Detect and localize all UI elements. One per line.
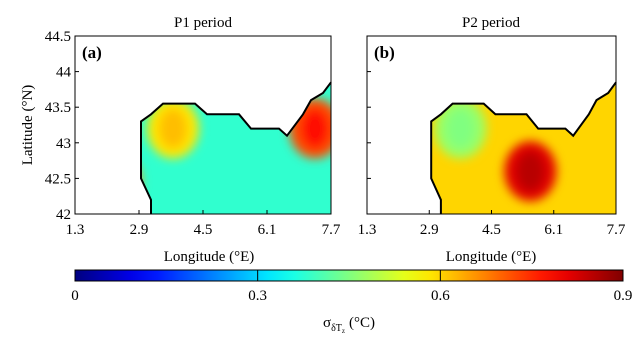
- panel-a: P1 period (a) 42 42.5 43 43.5 44 44.5 1.3 2.9 4…: [20, 15, 341, 265]
- colorbar-gradient: [74, 269, 624, 282]
- y-tick-label: 43.5: [45, 100, 71, 116]
- colorbar-label: σδTz (°C): [323, 315, 375, 335]
- panel-a-y-tick-labels: 42 42.5 43 43.5 44 44.5: [45, 29, 79, 223]
- x-tick-label: 2.9: [130, 222, 149, 238]
- colorbar-tick-label: 0: [71, 288, 79, 304]
- heatmap-base: [141, 82, 331, 214]
- x-tick-label: 4.5: [194, 222, 213, 238]
- x-tick-label: 6.1: [258, 222, 277, 238]
- y-tick-label: 42.5: [45, 171, 71, 187]
- colorbar-tick-label: 0.9: [614, 288, 633, 304]
- panel-b-coastline: [430, 81, 617, 214]
- heatmap-hotspot: [353, 127, 405, 187]
- y-tick-label: 42: [56, 207, 71, 223]
- x-tick-label: 1.3: [66, 222, 85, 238]
- heatmap-hotspot-core: [159, 108, 187, 149]
- heatmap-hotspot-core: [101, 162, 129, 202]
- heatmap-hotspot-core: [446, 108, 475, 149]
- panel-b-label: (b): [374, 43, 395, 62]
- heatmap-hotspot: [89, 152, 141, 212]
- x-tick-label: 1.3: [358, 222, 377, 238]
- colorbar-ticks: 0 0.3 0.6 0.9: [71, 270, 632, 304]
- panel-a-heatmap: [89, 82, 331, 214]
- x-tick-label: 7.7: [607, 222, 626, 238]
- y-tick-label: 44.5: [45, 29, 71, 45]
- panel-b-xlabel: Longitude (°E): [446, 249, 537, 265]
- x-tick-label: 4.5: [482, 222, 501, 238]
- panel-a-title: P1 period: [174, 15, 232, 31]
- panel-b: P2 period (b) 1.3 2.9 4.5 6.1 7.7 Longitude …: [353, 15, 626, 265]
- x-tick-label: 2.9: [420, 222, 439, 238]
- panel-a-x-tick-labels: 1.3 2.9 4.5 6.1 7.7: [66, 210, 341, 238]
- panel-b-heatmap: [353, 82, 616, 214]
- heatmap-hotspot-core: [516, 151, 545, 192]
- x-tick-label: 6.1: [544, 222, 563, 238]
- panel-b-title: P2 period: [462, 15, 520, 31]
- panel-a-xlabel: Longitude (°E): [164, 249, 255, 265]
- heatmap-hotspot-core: [301, 108, 329, 149]
- panel-a-label: (a): [82, 43, 102, 62]
- colorbar-tick-label: 0.6: [431, 288, 450, 304]
- x-tick-label: 7.7: [322, 222, 341, 238]
- panel-a-ylabel: Latitude (°N): [20, 85, 36, 166]
- panel-b-x-tick-labels: 1.3 2.9 4.5 6.1 7.7: [358, 35, 626, 238]
- y-tick-label: 43: [56, 136, 71, 152]
- colorbar-tick-label: 0.3: [248, 288, 267, 304]
- colorbar: 0 0.3 0.6 0.9 σδTz (°C): [71, 269, 632, 335]
- heatmap-base: [431, 82, 616, 214]
- y-tick-label: 44: [56, 65, 72, 81]
- panel-a-coastline: [140, 81, 332, 214]
